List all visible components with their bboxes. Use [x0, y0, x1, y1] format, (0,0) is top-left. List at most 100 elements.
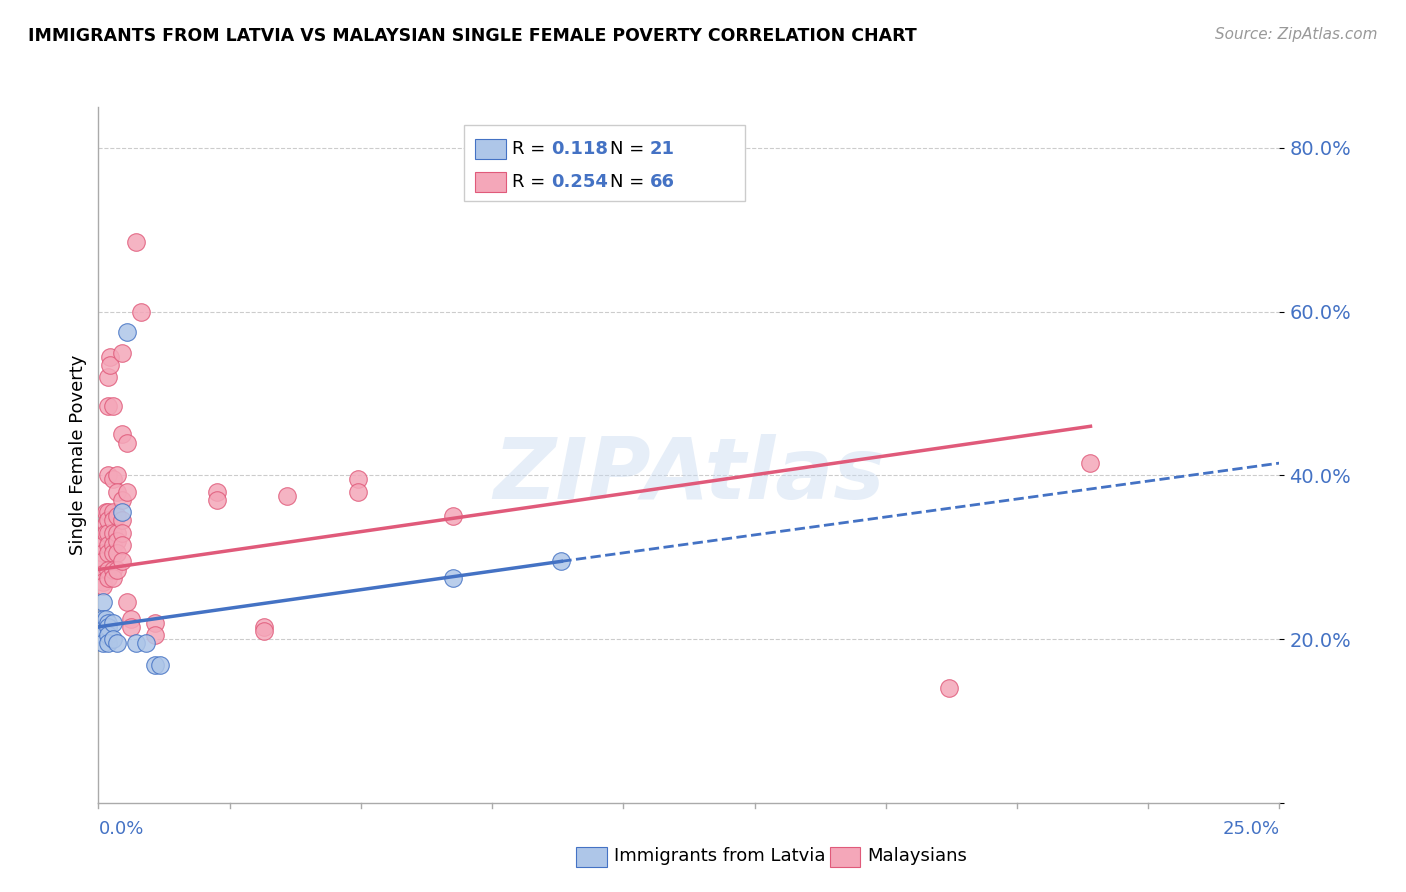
Point	[115, 595, 138, 609]
Point	[105, 484, 128, 499]
Point	[149, 658, 172, 673]
Y-axis label: Single Female Poverty: Single Female Poverty	[69, 355, 87, 555]
Point	[101, 399, 124, 413]
Point	[91, 612, 114, 626]
Point	[115, 435, 138, 450]
Point	[105, 562, 128, 576]
Point	[550, 554, 572, 568]
Text: IMMIGRANTS FROM LATVIA VS MALAYSIAN SINGLE FEMALE POVERTY CORRELATION CHART: IMMIGRANTS FROM LATVIA VS MALAYSIAN SING…	[28, 27, 917, 45]
Point	[91, 566, 114, 581]
Point	[105, 525, 128, 540]
Point	[1080, 456, 1102, 470]
Point	[101, 632, 124, 646]
Point	[253, 624, 276, 638]
Point	[105, 468, 128, 483]
Point	[347, 484, 370, 499]
Point	[97, 370, 120, 384]
Point	[97, 399, 120, 413]
Point	[91, 574, 114, 589]
Point	[101, 615, 124, 630]
Point	[115, 484, 138, 499]
Point	[101, 562, 124, 576]
Point	[205, 492, 228, 507]
Point	[347, 473, 370, 487]
Text: Malaysians: Malaysians	[868, 847, 967, 865]
Point	[91, 533, 114, 548]
Point	[94, 612, 117, 626]
Point	[94, 525, 117, 540]
Text: 21: 21	[650, 140, 675, 158]
Point	[105, 509, 128, 524]
Point	[441, 509, 464, 524]
Point	[97, 620, 120, 634]
Text: 0.0%: 0.0%	[98, 821, 143, 838]
Point	[111, 505, 134, 519]
Point	[97, 628, 120, 642]
Point	[91, 554, 114, 568]
Point	[101, 571, 124, 585]
Point	[101, 525, 124, 540]
Point	[115, 325, 138, 339]
Text: N =: N =	[610, 173, 650, 191]
Point	[91, 595, 114, 609]
Text: 25.0%: 25.0%	[1222, 821, 1279, 838]
Point	[94, 505, 117, 519]
Point	[105, 546, 128, 560]
Point	[91, 546, 114, 560]
Point	[98, 350, 121, 364]
Point	[205, 484, 228, 499]
Point	[125, 636, 148, 650]
Point	[143, 658, 166, 673]
Text: R =: R =	[512, 140, 551, 158]
Point	[97, 505, 120, 519]
Point	[90, 566, 112, 581]
Point	[111, 427, 134, 442]
Point	[105, 533, 128, 548]
Point	[125, 235, 148, 249]
Point	[143, 615, 166, 630]
Point	[111, 554, 134, 568]
Point	[101, 473, 124, 487]
Point	[94, 517, 117, 532]
Text: Immigrants from Latvia: Immigrants from Latvia	[614, 847, 825, 865]
Point	[111, 345, 134, 359]
Point	[91, 620, 114, 634]
Point	[101, 505, 124, 519]
Point	[97, 468, 120, 483]
Point	[91, 579, 114, 593]
Text: N =: N =	[610, 140, 650, 158]
Point	[97, 546, 120, 560]
Point	[253, 620, 276, 634]
Point	[135, 636, 157, 650]
Point	[91, 636, 114, 650]
Text: 66: 66	[650, 173, 675, 191]
Point	[101, 546, 124, 560]
Point	[111, 538, 134, 552]
Point	[121, 620, 143, 634]
Point	[91, 628, 114, 642]
Text: ZIPAtlas: ZIPAtlas	[494, 434, 884, 517]
Point	[276, 489, 298, 503]
Text: Source: ZipAtlas.com: Source: ZipAtlas.com	[1215, 27, 1378, 42]
Text: R =: R =	[512, 173, 551, 191]
Point	[441, 571, 464, 585]
Point	[938, 681, 960, 696]
Text: 0.118: 0.118	[551, 140, 609, 158]
Point	[129, 304, 152, 318]
Text: 0.254: 0.254	[551, 173, 607, 191]
Point	[121, 612, 143, 626]
Point	[97, 562, 120, 576]
Point	[90, 558, 112, 573]
Point	[97, 571, 120, 585]
Point	[111, 513, 134, 527]
Point	[105, 636, 128, 650]
Point	[98, 358, 121, 372]
Point	[97, 525, 120, 540]
Point	[97, 636, 120, 650]
Point	[91, 538, 114, 552]
Point	[97, 513, 120, 527]
Point	[143, 628, 166, 642]
Point	[97, 615, 120, 630]
Point	[111, 492, 134, 507]
Point	[111, 525, 134, 540]
